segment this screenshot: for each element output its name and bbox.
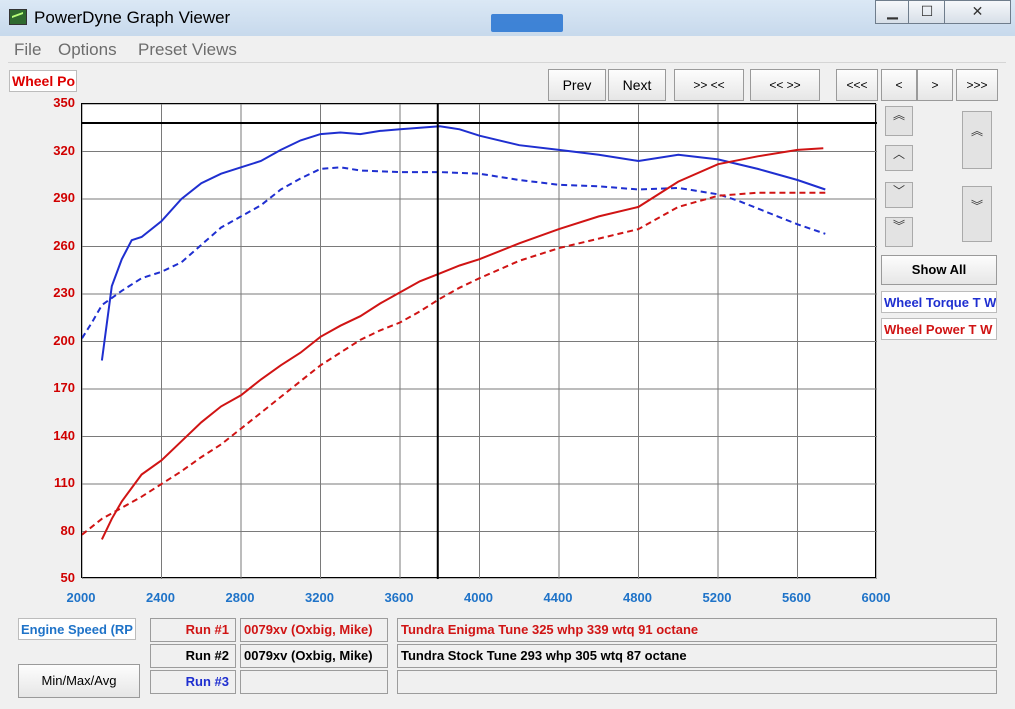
menu-bar: File Options Preset Views xyxy=(8,38,1006,62)
menu-file[interactable]: File xyxy=(14,40,42,59)
x-tick-label: 2800 xyxy=(225,590,255,605)
scroll-down-button[interactable]: ﹀ xyxy=(885,182,913,208)
scroll-down-fast-button[interactable]: ︾ xyxy=(885,217,913,247)
y-tick-label: 170 xyxy=(53,380,75,395)
menu-preset-views[interactable]: Preset Views xyxy=(138,40,237,59)
x-tick-label: 4800 xyxy=(623,590,652,605)
show-all-button[interactable]: Show All xyxy=(881,255,997,285)
x-tick-label: 4400 xyxy=(543,590,573,605)
expand-y-button[interactable]: ︽ xyxy=(962,111,992,169)
series-power-run2 xyxy=(82,191,826,536)
y-axis-channel-selector[interactable]: Wheel Po xyxy=(9,70,77,92)
x-tick-label: 3600 xyxy=(384,590,414,605)
legend-torque[interactable]: Wheel Torque T W xyxy=(881,291,997,313)
scroll-up-fast-button[interactable]: ︽ xyxy=(885,106,913,136)
menu-options[interactable]: Options xyxy=(58,40,117,59)
app-graph-icon xyxy=(9,9,27,25)
series-power-run1 xyxy=(100,147,824,540)
x-axis-channel-selector[interactable]: Engine Speed (RP xyxy=(18,618,136,640)
y-tick-label: 290 xyxy=(53,190,75,205)
run2-description[interactable]: Tundra Stock Tune 293 whp 305 wtq 87 oct… xyxy=(397,644,997,668)
run1-description[interactable]: Tundra Enigma Tune 325 whp 339 wtq 91 oc… xyxy=(397,618,997,642)
minimize-button[interactable]: ▁ xyxy=(875,0,910,24)
x-tick-label: 5200 xyxy=(702,590,732,605)
run3-vehicle[interactable] xyxy=(240,670,388,694)
compress-y-button[interactable]: ︾ xyxy=(962,186,992,242)
prev-button[interactable]: Prev xyxy=(548,69,606,101)
run1-label: Run #1 xyxy=(150,618,236,642)
run3-label: Run #3 xyxy=(150,670,236,694)
run1-vehicle[interactable]: 0079xv (Oxbig, Mike) xyxy=(240,618,388,642)
scroll-right-button[interactable]: > xyxy=(917,69,953,101)
run3-description[interactable] xyxy=(397,670,997,694)
close-button[interactable]: ✕ xyxy=(944,0,1011,24)
x-tick-label: 4000 xyxy=(464,590,493,605)
chart-svg xyxy=(82,104,877,579)
scroll-first-button[interactable]: <<< xyxy=(836,69,878,101)
y-tick-label: 320 xyxy=(53,142,75,158)
legend-power[interactable]: Wheel Power T W xyxy=(881,318,997,340)
y-tick-label: 200 xyxy=(53,332,75,348)
y-tick-label: 350 xyxy=(53,95,75,110)
scroll-last-button[interactable]: >>> xyxy=(956,69,998,101)
x-tick-label: 2400 xyxy=(146,590,175,605)
title-bar[interactable]: PowerDyne Graph Viewer ▁ ☐ ✕ xyxy=(0,0,1015,36)
y-tick-label: 260 xyxy=(53,237,75,253)
zoom-out-button[interactable]: << >> xyxy=(750,69,820,101)
taskbar-highlight xyxy=(491,14,563,32)
y-tick-label: 50 xyxy=(60,570,75,585)
run2-label: Run #2 xyxy=(150,644,236,668)
scroll-left-button[interactable]: < xyxy=(881,69,917,101)
run2-vehicle[interactable]: 0079xv (Oxbig, Mike) xyxy=(240,644,388,668)
maximize-button[interactable]: ☐ xyxy=(908,0,946,24)
min-max-avg-button[interactable]: Min/Max/Avg xyxy=(18,664,140,698)
chart-plot-area[interactable] xyxy=(81,103,877,579)
y-tick-label: 230 xyxy=(53,285,75,300)
zoom-in-button[interactable]: >> << xyxy=(674,69,744,101)
next-button[interactable]: Next xyxy=(608,69,666,101)
x-tick-label: 6000 xyxy=(861,590,891,605)
series-torque-run1 xyxy=(100,125,826,361)
window-title: PowerDyne Graph Viewer xyxy=(34,8,231,27)
scroll-up-button[interactable]: ︿ xyxy=(885,145,913,171)
y-tick-label: 110 xyxy=(54,475,75,490)
x-tick-label: 2000 xyxy=(66,590,96,605)
y-tick-label: 80 xyxy=(60,522,75,538)
series-torque-run2 xyxy=(82,166,826,339)
x-tick-label: 3200 xyxy=(305,590,334,605)
x-tick-label: 5600 xyxy=(782,590,811,605)
y-tick-label: 140 xyxy=(53,427,75,443)
